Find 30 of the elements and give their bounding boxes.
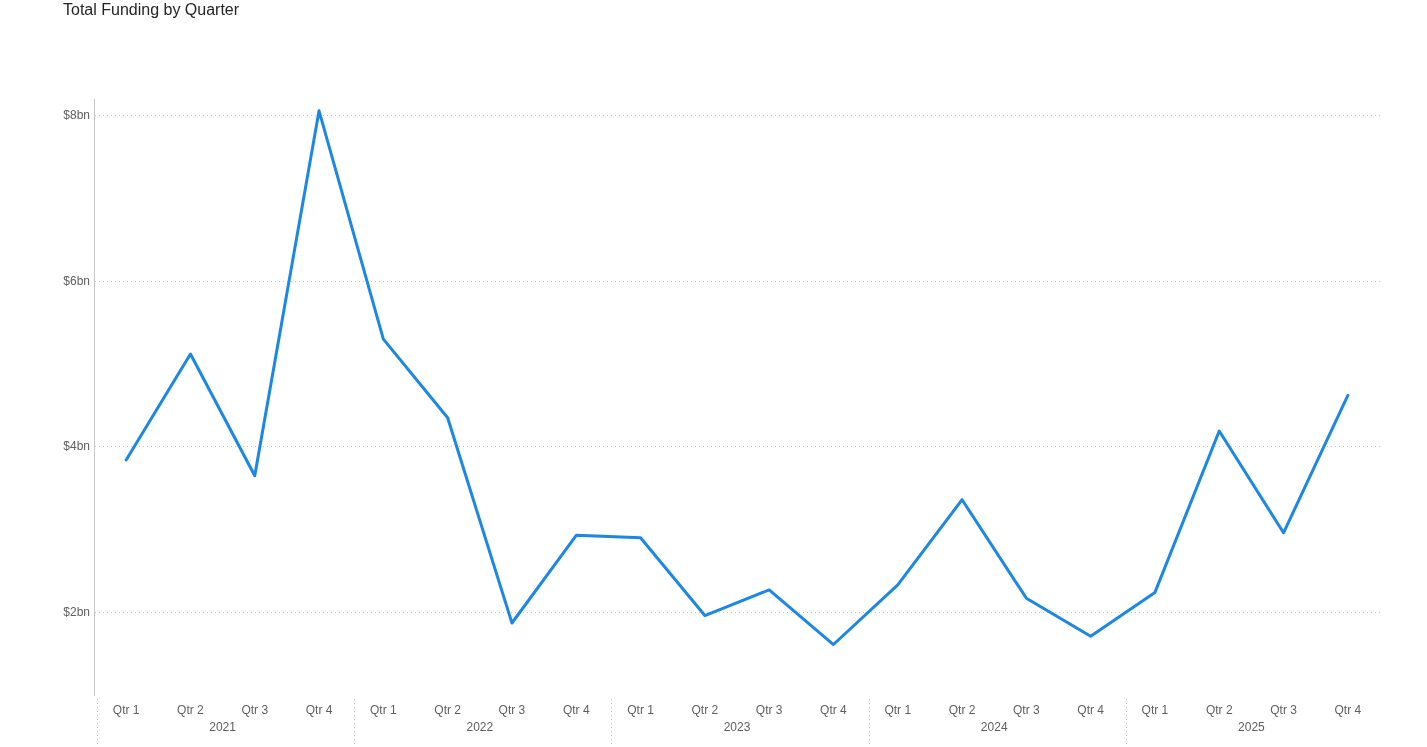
chart-title: Total Funding by Quarter (63, 1, 240, 19)
x-tick-label: Qtr 3 (241, 702, 269, 717)
x-tick-label: Qtr 4 (305, 702, 333, 717)
text: 2022 (466, 720, 494, 735)
text: 2021 (209, 720, 237, 735)
text: 2024 (980, 720, 1008, 735)
x-tick-label: Qtr 2 (1205, 702, 1233, 717)
y-tick-label: $4bn (63, 439, 90, 454)
x-tick-label: Qtr 2 (177, 702, 205, 717)
x-tick-label: Qtr 3 (1270, 702, 1298, 717)
text: 2023 (723, 720, 751, 735)
x-tick-label: Qtr 1 (112, 702, 140, 717)
x-tick-label: Qtr 3 (498, 702, 526, 717)
y-tick-label: $2bn (63, 604, 90, 619)
x-tick-label: Qtr 4 (1077, 702, 1105, 717)
x-tick-label: Qtr 2 (948, 702, 976, 717)
y-tick-label: $8bn (63, 108, 90, 123)
text: 2025 (1238, 720, 1266, 735)
x-tick-label: Qtr 2 (434, 702, 462, 717)
y-tick-label: $6bn (63, 273, 90, 288)
x-tick-label: Qtr 3 (755, 702, 783, 717)
x-tick-label: Qtr 3 (1013, 702, 1041, 717)
x-tick-label: Qtr 4 (1334, 702, 1362, 717)
x-tick-label: Qtr 4 (820, 702, 848, 717)
x-tick-label: Qtr 1 (884, 702, 912, 717)
x-tick-label: Qtr 2 (691, 702, 719, 717)
x-tick-label: Qtr 1 (1141, 702, 1169, 717)
x-tick-label: Qtr 4 (562, 702, 590, 717)
x-tick-label: Qtr 1 (370, 702, 398, 717)
x-tick-label: Qtr 1 (627, 702, 655, 717)
